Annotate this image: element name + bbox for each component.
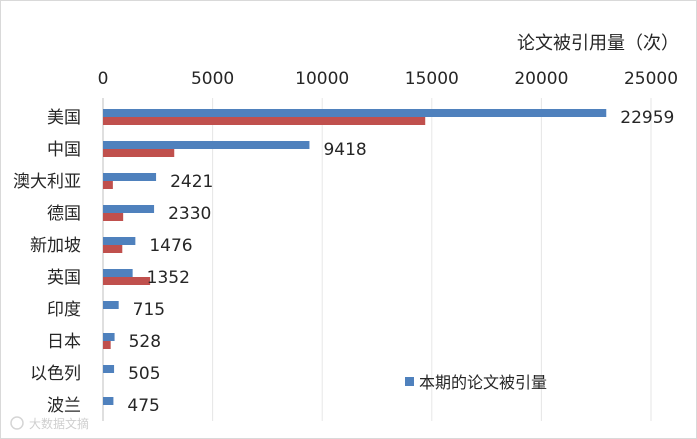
data-label: 2330 xyxy=(168,204,211,224)
watermark: 大数据文摘 xyxy=(10,416,89,431)
category-label: 中国 xyxy=(47,140,81,160)
data-label: 475 xyxy=(127,396,159,416)
data-label: 9418 xyxy=(323,140,366,160)
category-label: 美国 xyxy=(47,108,81,128)
category-label: 德国 xyxy=(47,204,81,224)
bar-series-1 xyxy=(103,141,310,149)
bar-series-1 xyxy=(103,301,119,309)
bar-series-1 xyxy=(103,397,114,405)
bar-series-2 xyxy=(103,213,124,221)
bar-series-1 xyxy=(103,333,115,341)
data-label: 22959 xyxy=(620,108,674,128)
legend: 本期的论文被引量 xyxy=(405,373,547,392)
category-label: 以色列 xyxy=(30,364,81,384)
data-label: 1352 xyxy=(147,268,190,288)
bar-series-2 xyxy=(103,149,175,157)
data-label: 505 xyxy=(128,364,160,384)
bar-series-1 xyxy=(103,205,155,213)
data-label: 528 xyxy=(129,332,161,352)
bar-series-1 xyxy=(103,237,136,245)
axis-title: 论文被引用量（次） xyxy=(517,33,679,54)
x-tick-label: 10000 xyxy=(295,69,349,89)
category-label: 日本 xyxy=(47,332,81,352)
category-label: 新加坡 xyxy=(30,236,81,256)
bar-series-1 xyxy=(103,365,115,373)
category-label: 英国 xyxy=(47,268,81,288)
x-tick-label: 15000 xyxy=(405,69,459,89)
legend-swatch xyxy=(405,377,414,386)
bar-series-1 xyxy=(103,269,133,277)
data-label: 1476 xyxy=(149,236,192,256)
bar-series-2 xyxy=(103,245,123,253)
bar-series-1 xyxy=(103,173,157,181)
bar-series-2 xyxy=(103,117,426,125)
category-label: 澳大利亚 xyxy=(13,172,81,192)
data-label: 2421 xyxy=(170,172,213,192)
watermark-text: 大数据文摘 xyxy=(29,416,89,431)
bar-series-2 xyxy=(103,341,111,349)
x-tick-label: 20000 xyxy=(514,69,568,89)
x-tick-label: 5000 xyxy=(191,69,234,89)
category-label: 印度 xyxy=(47,300,81,320)
bar-series-2 xyxy=(103,277,151,285)
data-label: 715 xyxy=(133,300,165,320)
x-tick-label: 0 xyxy=(98,69,109,89)
bar-series-2 xyxy=(103,181,113,189)
category-label: 波兰 xyxy=(47,396,81,416)
bar-series-1 xyxy=(103,109,607,117)
x-tick-label: 25000 xyxy=(624,69,678,89)
legend-label: 本期的论文被引量 xyxy=(419,373,547,392)
